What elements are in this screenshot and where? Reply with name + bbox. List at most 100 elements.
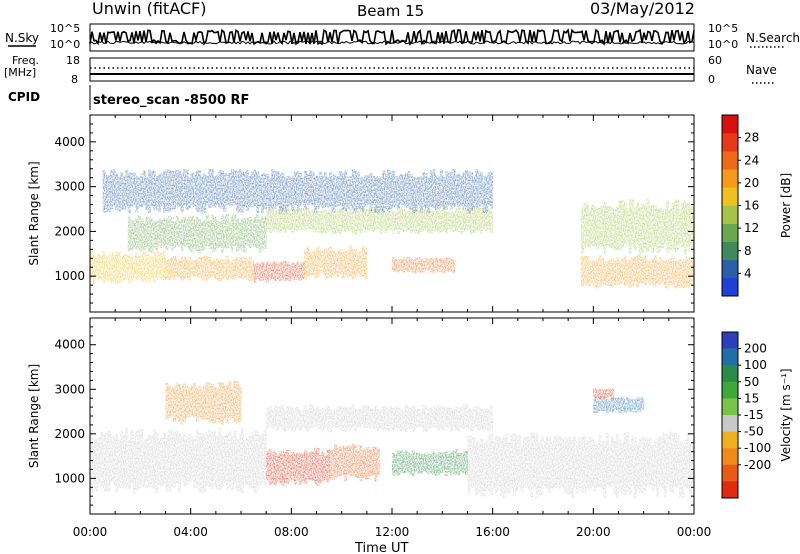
echo-band <box>127 214 267 253</box>
colorbar-tick-label: 12 <box>744 221 759 235</box>
echo-band <box>253 260 305 283</box>
date-title: 03/May/2012 <box>590 0 695 18</box>
colorbar-swatch <box>722 398 738 416</box>
nsky-trace <box>89 28 695 47</box>
colorbar-tick-label: 15 <box>744 391 759 405</box>
nsky-tick-bottom: 10^0 <box>50 38 80 51</box>
echo-band <box>580 255 694 289</box>
colorbar-swatch <box>722 448 738 466</box>
colorbar-tick-label: -100 <box>744 441 771 455</box>
colorbar-swatch <box>722 205 738 224</box>
x-tick-label: 00:00 <box>73 525 108 539</box>
colorbar-swatch <box>722 115 738 134</box>
velocity-echo-bands <box>90 380 694 499</box>
colorbar-tick-label: 4 <box>744 266 752 280</box>
nsearch-label: N.Search <box>746 31 800 45</box>
freq-panel: Freq. [MHz] 18 8 60 0 Nave <box>4 54 777 86</box>
x-tick-label: 12:00 <box>375 525 410 539</box>
y-axis-label: Slant Range [km] <box>27 364 41 468</box>
x-tick-label: 16:00 <box>475 525 510 539</box>
colorbar-swatch <box>722 223 738 242</box>
y-tick-label: 2000 <box>54 427 85 441</box>
nsky-label: N.Sky <box>5 31 39 45</box>
echo-band <box>593 396 645 414</box>
colorbar-tick-label: 28 <box>744 131 759 145</box>
colorbar-label: Power [dB] <box>779 173 793 238</box>
colorbar-swatch <box>722 365 738 383</box>
beam-title: Beam 15 <box>357 2 424 20</box>
freq-label: Freq. <box>12 54 39 67</box>
colorbar-swatch <box>722 381 738 399</box>
echo-band <box>303 246 368 280</box>
colorbar-swatch <box>722 169 738 188</box>
colorbar-tick-label: 100 <box>744 358 767 372</box>
colorbar-tick-label: 200 <box>744 342 767 356</box>
time-axis-label: Time UT <box>354 541 408 554</box>
y-tick-label: 4000 <box>54 338 85 352</box>
echo-band <box>593 388 614 400</box>
colorbar-swatch <box>722 431 738 449</box>
colorbar-label: Velocity [m s⁻¹] <box>779 368 793 461</box>
power-colorbar: 4 8 12 16 20 24 28 Power [dB] <box>721 114 793 297</box>
colorbar-tick-label: 50 <box>744 375 759 389</box>
power-panel: 1000 2000 3000 4000 Slant Range [km] <box>27 114 695 313</box>
x-tick-label: 00:00 <box>677 525 712 539</box>
echo-band <box>165 380 242 425</box>
colorbar-swatch <box>722 415 738 432</box>
colorbar-tick-label: -15 <box>744 408 764 422</box>
nave-tick-bottom: 0 <box>708 73 715 86</box>
y-axis-label: Slant Range [km] <box>27 161 41 265</box>
echo-band <box>392 449 468 477</box>
colorbar-tick-label: 24 <box>744 153 759 167</box>
y-tick-label: 4000 <box>54 135 85 149</box>
colorbar-swatch <box>722 277 738 297</box>
colorbar-tick-label: -50 <box>744 425 764 439</box>
echo-band <box>90 250 166 284</box>
velocity-panel: 1000 2000 3000 4000 Slant Range [km] <box>27 317 695 515</box>
echo-band <box>266 206 494 235</box>
colorbar-swatch <box>722 259 738 279</box>
colorbar-tick-label: 8 <box>744 244 752 258</box>
nsearch-tick-top: 10^5 <box>708 22 738 35</box>
colorbar-swatch <box>722 241 738 261</box>
cpid-label: CPID <box>8 90 40 104</box>
colorbar-swatch <box>722 464 738 482</box>
y-tick-label: 1000 <box>54 269 85 283</box>
cpid-value: stereo_scan -8500 RF <box>93 93 249 108</box>
nsearch-tick-bottom: 10^0 <box>708 38 738 51</box>
echo-band <box>329 444 380 482</box>
velocity-colorbar: 200 100 50 15 -15 -50 -100 -200 Velocity [m s⁻¹] <box>721 331 793 499</box>
x-tick-label: 04:00 <box>173 525 208 539</box>
nsky-tick-top: 10^5 <box>50 22 80 35</box>
colorbar-tick-label: 16 <box>744 199 759 213</box>
station-title: Unwin (fitACF) <box>92 0 206 18</box>
colorbar-tick-label: 20 <box>744 176 759 190</box>
colorbar-swatch <box>722 133 738 152</box>
echo-band <box>90 427 267 494</box>
y-tick-label: 1000 <box>54 471 85 485</box>
y-tick-label: 3000 <box>54 180 85 194</box>
nave-label: Nave <box>746 63 777 77</box>
colorbar-swatch <box>722 348 738 366</box>
colorbar-swatch <box>722 151 738 170</box>
time-axis: 00:00 04:00 08:00 12:00 16:00 20:00 00:00 <box>73 525 712 539</box>
echo-band <box>467 431 694 499</box>
x-tick-label: 20:00 <box>576 525 611 539</box>
y-tick-label: 2000 <box>54 224 85 238</box>
freq-tick-bottom: 8 <box>71 73 78 86</box>
echo-band <box>266 447 330 487</box>
colorbar-swatch <box>722 481 738 499</box>
echo-band <box>102 168 494 214</box>
echo-band <box>580 199 694 255</box>
colorbar-swatch <box>722 187 738 206</box>
nsearch-trace <box>89 40 695 45</box>
cpid-panel: CPID stereo_scan -8500 RF <box>8 85 249 110</box>
colorbar-swatch <box>722 332 738 349</box>
freq-tick-top: 18 <box>66 54 80 67</box>
echo-band <box>392 256 456 274</box>
power-echo-bands <box>90 168 694 289</box>
freq-unit-label: [MHz] <box>4 66 36 79</box>
y-tick-label: 3000 <box>54 382 85 396</box>
echo-band <box>266 404 494 433</box>
